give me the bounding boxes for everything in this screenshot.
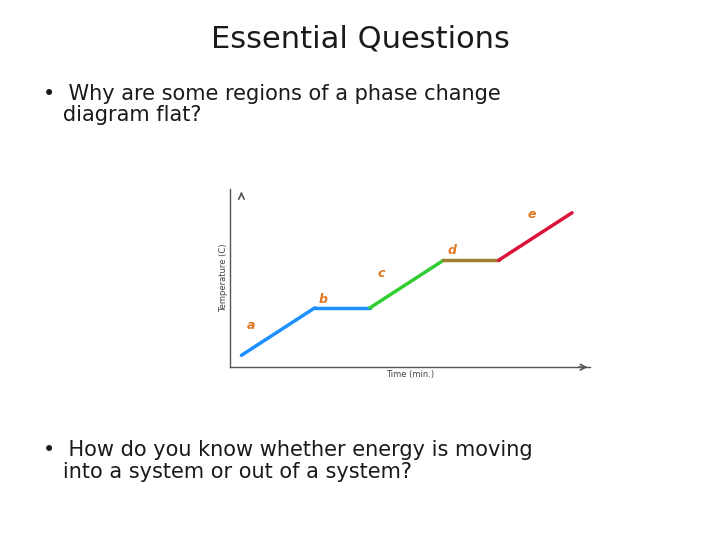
Text: •  Why are some regions of a phase change: • Why are some regions of a phase change bbox=[43, 84, 501, 104]
Text: •  How do you know whether energy is moving: • How do you know whether energy is movi… bbox=[43, 440, 533, 460]
Text: a: a bbox=[247, 319, 256, 332]
Text: d: d bbox=[447, 244, 456, 258]
Text: Essential Questions: Essential Questions bbox=[210, 24, 510, 53]
Text: c: c bbox=[377, 267, 384, 280]
X-axis label: Time (min.): Time (min.) bbox=[387, 370, 434, 379]
Text: into a system or out of a system?: into a system or out of a system? bbox=[43, 462, 412, 482]
Text: e: e bbox=[528, 207, 536, 220]
Text: diagram flat?: diagram flat? bbox=[43, 105, 202, 125]
Y-axis label: Temperature (C): Temperature (C) bbox=[219, 244, 228, 312]
Text: b: b bbox=[318, 293, 328, 306]
